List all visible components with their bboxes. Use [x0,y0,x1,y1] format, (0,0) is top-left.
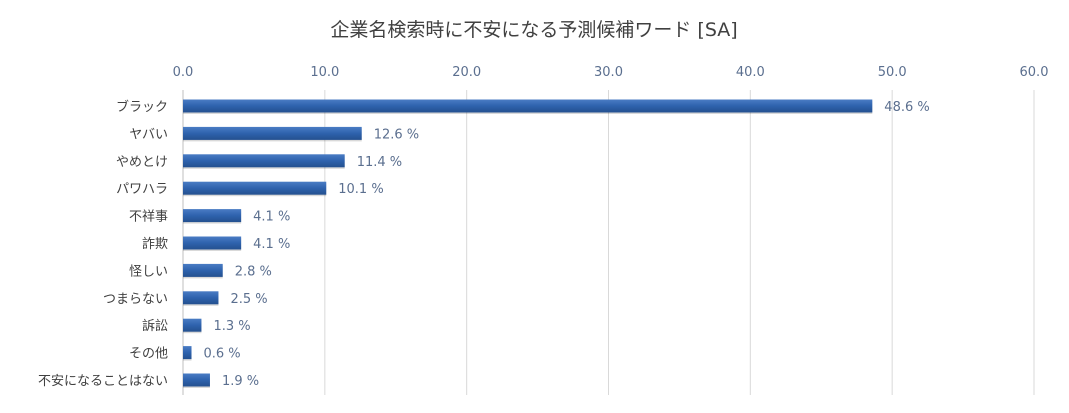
bar [183,373,210,387]
category-label: パワハラ [116,182,168,197]
data-label: 2.5 % [230,292,267,307]
bar [183,318,202,332]
chart-title: 企業名検索時に不安になる予測候補ワード [SA] [330,19,737,41]
category-label: やめとけ [116,155,168,170]
bar [183,126,362,140]
bar [183,209,242,223]
category-label: その他 [129,347,168,362]
data-label: 12.6 % [374,127,419,142]
data-label: 1.3 % [213,319,250,334]
x-tick-label: 20.0 [452,65,481,80]
bars [183,99,873,388]
grid-lines [182,90,1035,395]
category-label: 不祥事 [129,210,168,225]
x-tick-label: 10.0 [310,65,339,80]
bar [183,263,223,277]
category-label: 詐欺 [142,236,168,252]
category-label: ブラック [116,99,168,115]
category-label: 不安になることはない [38,374,168,389]
x-axis-ticks: 0.0 10.0 20.0 30.0 40.0 50.0 60.0 [173,65,1049,80]
data-label: 2.8 % [235,264,272,279]
category-labels: ブラックヤバいやめとけパワハラ不祥事詐欺怪しいつまらない訴訟その他不安になること… [38,99,168,389]
x-tick-label: 60.0 [1020,65,1049,80]
category-label: 怪しい [129,264,168,279]
data-labels: 48.6 % 12.6 % 11.4 % 10.1 % 4.1 % 4.1 % 2.8 % 2… [204,100,930,389]
data-label: 1.9 % [222,374,259,389]
x-tick-label: 50.0 [878,65,907,80]
x-tick-label: 30.0 [594,65,623,80]
x-tick-label: 0.0 [173,65,194,80]
bar [183,291,219,305]
data-label: 4.1 % [253,210,290,225]
category-label: 訴訟 [142,318,168,334]
bar [183,181,327,195]
data-label: 10.1 % [338,182,383,197]
category-label: つまらない [103,292,168,307]
bar [183,346,192,360]
bar [183,236,242,250]
x-tick-label: 40.0 [736,65,765,80]
data-label: 0.6 % [204,347,241,362]
bar [183,154,345,168]
category-label: ヤバい [129,127,168,142]
bar [183,99,873,113]
data-label: 4.1 % [253,237,290,252]
data-label: 48.6 % [884,100,929,115]
data-label: 11.4 % [357,155,402,170]
